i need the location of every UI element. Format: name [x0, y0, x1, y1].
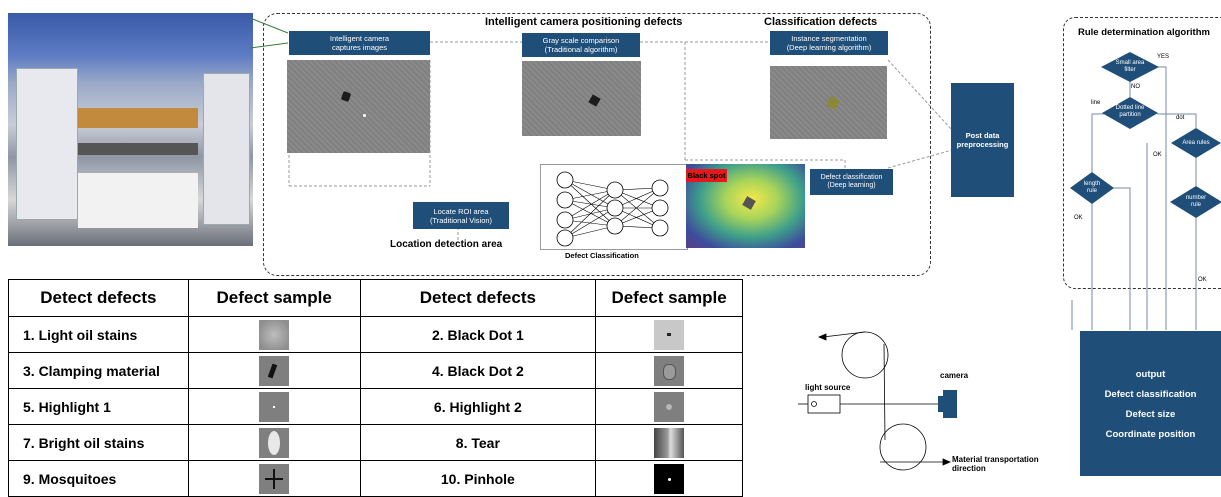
defect-sample — [595, 460, 743, 497]
positioning-title: Intelligent camera positioning defects — [485, 16, 683, 28]
light-oil-stain-sample — [259, 319, 290, 350]
output-item-classification: Defect classification — [1104, 389, 1197, 400]
dot-label: dot — [1176, 115, 1185, 121]
area-rules: Area rules — [1182, 140, 1210, 146]
output-item-size: Defect size — [1125, 409, 1176, 420]
defect-sample — [187, 460, 361, 497]
black-spot-label: Black spot — [686, 169, 727, 182]
highlight-1-sample — [259, 391, 290, 422]
defect-name: 1. Light oil stains — [8, 316, 189, 353]
rule-title: Rule determination algorithm — [1078, 27, 1210, 38]
pipeline-region — [263, 13, 931, 276]
line-label: line — [1091, 100, 1101, 106]
table-header-row: Detect defects Defect sample Detect defe… — [8, 279, 743, 317]
defect-sample — [595, 388, 743, 425]
instance-seg-box: Instance segmentation (Deep learning alg… — [770, 31, 888, 55]
table-row: 5. Highlight 1 6. Highlight 2 — [8, 388, 743, 425]
defect-name: 2. Black Dot 1 — [359, 316, 597, 353]
header-defect-sample-1: Defect sample — [187, 279, 361, 317]
defect-name: 7. Bright oil stains — [8, 424, 189, 461]
capture-box: Intelligent camera captures images — [289, 31, 430, 55]
defect-sample — [187, 316, 361, 353]
ok-label-2: OK — [1074, 215, 1083, 221]
defect-name: 4. Black Dot 2 — [359, 352, 597, 389]
gray-compare-box: Gray scale comparison (Traditional algor… — [522, 33, 640, 57]
neural-network-graph — [556, 171, 669, 247]
table-row: 7. Bright oil stains 8. Tear — [8, 424, 743, 461]
number-rule: number rule — [1185, 195, 1207, 208]
captured-image — [287, 60, 430, 153]
defect-sample — [595, 424, 743, 461]
tear-sample — [654, 427, 685, 458]
defect-name: 3. Clamping material — [8, 352, 189, 389]
small-area-filter: Small area filter — [1115, 60, 1145, 73]
clamping-material-sample — [259, 355, 290, 386]
defect-name: 8. Tear — [359, 424, 597, 461]
header-detect-defects-2: Detect defects — [359, 279, 597, 317]
no-label: NO — [1131, 84, 1140, 90]
defect-name: 10. Pinhole — [359, 460, 597, 497]
roi-box: Locate ROI area (Traditional Vision) — [413, 202, 509, 229]
defect-sample — [187, 424, 361, 461]
transport-label: Material transportation direction — [952, 455, 1039, 473]
black-dot-1-sample — [654, 319, 685, 350]
post-processing-box: Post data preprocessing — [951, 83, 1014, 197]
bright-oil-stain-sample — [259, 427, 290, 458]
defect-sample — [187, 388, 361, 425]
defect-name: 9. Mosquitoes — [8, 460, 189, 497]
output-item-coordinate: Coordinate position — [1105, 429, 1196, 440]
rule-region — [1063, 17, 1221, 289]
table-row: 1. Light oil stains 2. Black Dot 1 — [8, 316, 743, 353]
defect-class-box: Defect classification (Deep learning) — [810, 169, 893, 195]
defect-sample — [595, 316, 743, 353]
location-area-label: Location detection area — [390, 239, 503, 250]
machine-photo — [8, 13, 253, 246]
header-defect-sample-2: Defect sample — [595, 279, 743, 317]
defect-name: 5. Highlight 1 — [8, 388, 189, 425]
yes-label: YES — [1157, 54, 1170, 60]
output-box: output Defect classification Defect size… — [1080, 331, 1221, 476]
header-detect-defects-1: Detect defects — [8, 279, 189, 317]
table-row: 9. Mosquitoes 10. Pinhole — [8, 460, 743, 497]
output-title: output — [1135, 369, 1166, 380]
gray-compare-image — [522, 61, 641, 136]
light-source-label: light source — [805, 383, 851, 392]
table-row: 3. Clamping material 4. Black Dot 2 — [8, 352, 743, 389]
defect-sample — [187, 352, 361, 389]
segmentation-image — [770, 66, 887, 139]
defect-table: Detect defects Defect sample Detect defe… — [8, 279, 743, 497]
mosquito-sample — [259, 463, 290, 494]
camera-label: camera — [940, 371, 969, 380]
highlight-2-sample — [654, 391, 685, 422]
defect-sample — [595, 352, 743, 389]
black-dot-2-sample — [654, 355, 685, 386]
pinhole-sample — [654, 463, 685, 494]
ok-label-1: OK — [1153, 152, 1162, 158]
defect-classification-caption: Defect Classification — [565, 251, 639, 260]
dotted-partition: Dotted line partition — [1115, 105, 1145, 118]
length-rule: length rule — [1083, 181, 1101, 194]
classification-title: Classification defects — [764, 16, 878, 28]
defect-name: 6. Highlight 2 — [359, 388, 597, 425]
ok-label-3: OK — [1198, 277, 1207, 283]
